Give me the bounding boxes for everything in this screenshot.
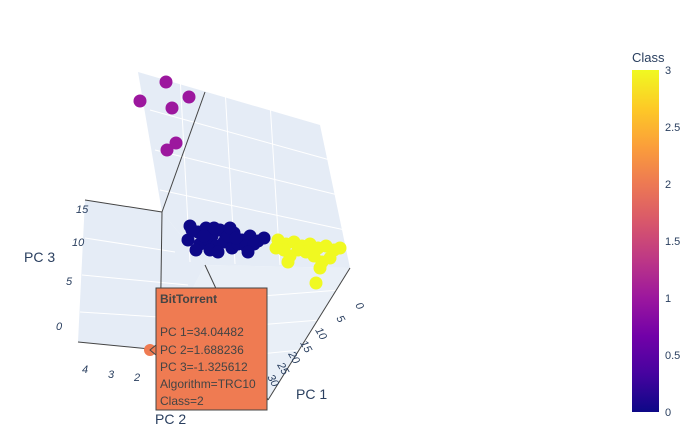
colorbar-tick-label: 2 (665, 179, 671, 191)
x-tick-label: 5 (333, 314, 347, 326)
scatter-point-class-1[interactable] (159, 75, 173, 89)
z-tick-label: 15 (76, 204, 89, 216)
colorbar-tick-label: 1 (665, 293, 671, 305)
scatter-point-class-1[interactable] (133, 94, 147, 108)
x-tick-label: 10 (312, 326, 329, 343)
scatter-point-class-0[interactable] (207, 221, 221, 235)
scatter-point-class-0[interactable] (257, 231, 271, 245)
y-axis-ticks: 4 3 2 (82, 364, 140, 384)
data-points-layer (133, 75, 347, 356)
y-tick-label: 2 (133, 372, 140, 384)
x-axis-title: PC 1 (296, 386, 327, 402)
hover-title: BitTorrent (160, 292, 217, 306)
hover-line: Algorithm=TRC10 (160, 377, 256, 391)
colorbar-tick-label: 2.5 (665, 122, 680, 134)
colorbar: Class 3 2.5 2 1.5 1 0.5 0 (632, 50, 680, 419)
scatter-point-class-0[interactable] (229, 231, 243, 245)
y-axis-title: PC 2 (155, 411, 186, 427)
scatter-point-class-3[interactable] (309, 276, 323, 290)
scatter-point-class-0[interactable] (211, 245, 225, 259)
hover-line: PC 3=-1.325612 (160, 360, 248, 374)
scatter-point-class-1[interactable] (160, 143, 174, 157)
scatter-point-class-3[interactable] (269, 241, 283, 255)
scatter-point-class-3[interactable] (313, 261, 327, 275)
colorbar-title: Class (632, 50, 665, 65)
z-axis-ticks: 15 10 5 0 (56, 204, 89, 333)
scatter-point-class-1[interactable] (182, 90, 196, 104)
colorbar-tick-label: 0.5 (665, 350, 680, 362)
colorbar-tick-label: 0 (665, 407, 671, 419)
hover-line: PC 2=1.688236 (160, 343, 244, 357)
scatter-point-class-0[interactable] (197, 229, 211, 243)
scatter-point-class-0[interactable] (189, 243, 203, 257)
scatter-point-class-3[interactable] (333, 241, 347, 255)
scatter-point-class-0[interactable] (223, 221, 237, 235)
scatter-point-class-1[interactable] (169, 136, 183, 150)
hover-box (155, 287, 268, 411)
z-tick-label: 0 (56, 321, 63, 333)
hover-tooltip: BitTorrent PC 1=34.04482 PC 2=1.688236 P… (149, 287, 268, 411)
hover-line: Class=2 (160, 394, 204, 408)
y-tick-label: 3 (108, 369, 115, 381)
z-axis-title: PC 3 (24, 249, 55, 265)
x-tick-label: 0 (352, 301, 366, 313)
colorbar-gradient (632, 70, 659, 412)
z-tick-label: 5 (66, 276, 73, 288)
hover-line: PC 1=34.04482 (160, 325, 244, 339)
z-tick-label: 10 (72, 237, 85, 249)
scatter-point-class-1[interactable] (165, 101, 179, 115)
scatter-point-class-0[interactable] (185, 223, 199, 237)
scatter-point-class-0[interactable] (181, 233, 195, 247)
scatter-point-class-0[interactable] (241, 245, 255, 259)
y-tick-label: 4 (82, 364, 88, 376)
colorbar-tick-label: 1.5 (665, 236, 680, 248)
colorbar-tick-label: 3 (665, 65, 671, 77)
scatter-point-class-3[interactable] (281, 255, 295, 269)
